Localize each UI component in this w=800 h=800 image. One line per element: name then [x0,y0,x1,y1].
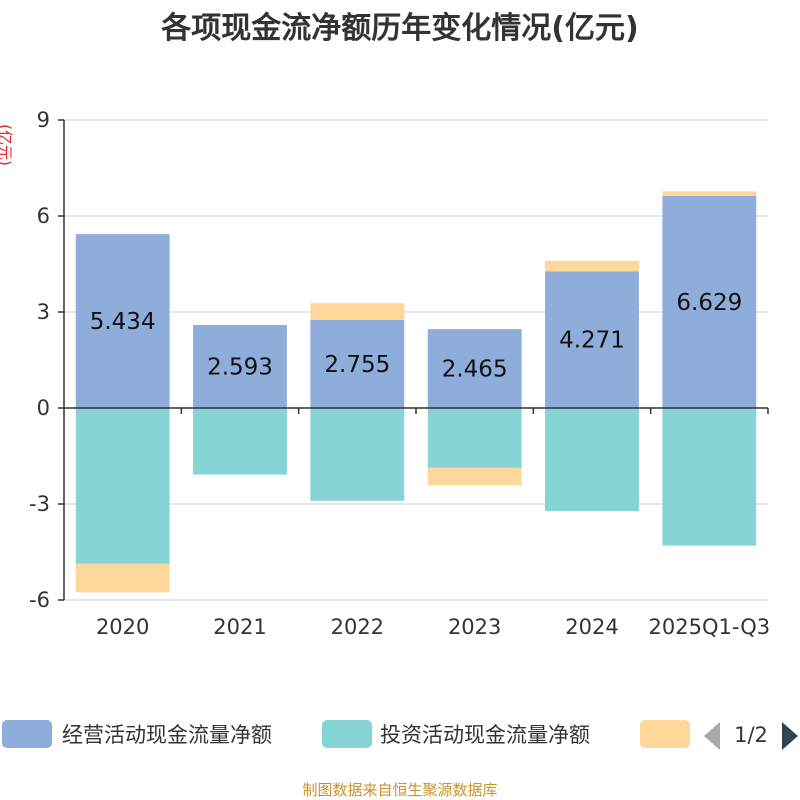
legend-swatch-3[interactable] [640,720,690,748]
bar-value-label: 2.593 [207,355,273,381]
x-tick-label: 2021 [213,615,266,639]
bar-value-label: 6.629 [676,290,742,316]
y-tick-label: -6 [29,588,50,612]
bar-series-3-2022 [310,303,405,320]
bar-series-2-2020 [75,408,170,564]
y-tick-label: 9 [37,108,50,132]
grid-lines [64,119,768,601]
legend: 经营活动现金流量净额 投资活动现金流量净额 1/2 [2,720,798,750]
bar-series-1-2020 [75,234,170,408]
bar-series-2-2024 [545,408,639,512]
y-tick-label: 0 [37,396,50,420]
data-source-footer: 制图数据来自恒生聚源数据库 [302,781,497,799]
y-tick-label: -3 [29,492,50,516]
x-tick-label: 2020 [96,615,149,639]
x-tick-label: 2025Q1-Q3 [649,615,771,639]
bar-value-label: 5.434 [90,309,156,335]
axes-group: 9 6 3 0 -3 -6 2020 2021 2022 2023 2024 2025Q1-Q3 [29,108,770,639]
legend-prev-icon[interactable] [704,722,720,750]
y-axis-label: (亿元) [0,124,14,166]
bar-series-1-2023 [427,329,522,408]
legend-label-1[interactable]: 经营活动现金流量净额 [62,723,272,747]
bar-series-1-2024 [545,271,639,408]
x-tick-label: 2022 [331,615,384,639]
bar-series-1-2025Q1-Q3 [662,195,757,408]
legend-swatch-2[interactable] [322,720,372,748]
bar-series-3-2024 [545,260,639,272]
bar-series-2-2022 [310,408,405,501]
legend-label-2[interactable]: 投资活动现金流量净额 [380,723,590,747]
bar-series-3-2023 [427,467,522,486]
bar-series-1-2022 [310,319,405,408]
y-tick-label: 3 [37,300,50,324]
chart-title: 各项现金流净额历年变化情况(亿元) [160,11,638,46]
bar-series-2-2025Q1-Q3 [662,408,757,546]
y-tick-label: 6 [37,204,50,228]
bar-series-2-2021 [193,408,287,475]
bar-value-label: 2.755 [324,352,390,378]
legend-page-indicator: 1/2 [734,723,768,747]
bars-group: 5.434 2.593 2.755 2.465 4.271 6.629 [75,191,757,593]
bar-value-label: 2.465 [442,357,508,383]
bar-series-1-2021 [193,325,287,408]
bar-series-3-2025Q1-Q3 [662,191,757,196]
legend-next-icon[interactable] [782,722,798,750]
x-tick-label: 2023 [448,615,501,639]
bar-series-2-2023 [427,408,522,468]
bar-value-label: 4.271 [559,328,625,354]
bar-series-3-2020 [75,563,170,593]
x-tick-label: 2024 [565,615,618,639]
legend-swatch-1[interactable] [2,720,52,748]
